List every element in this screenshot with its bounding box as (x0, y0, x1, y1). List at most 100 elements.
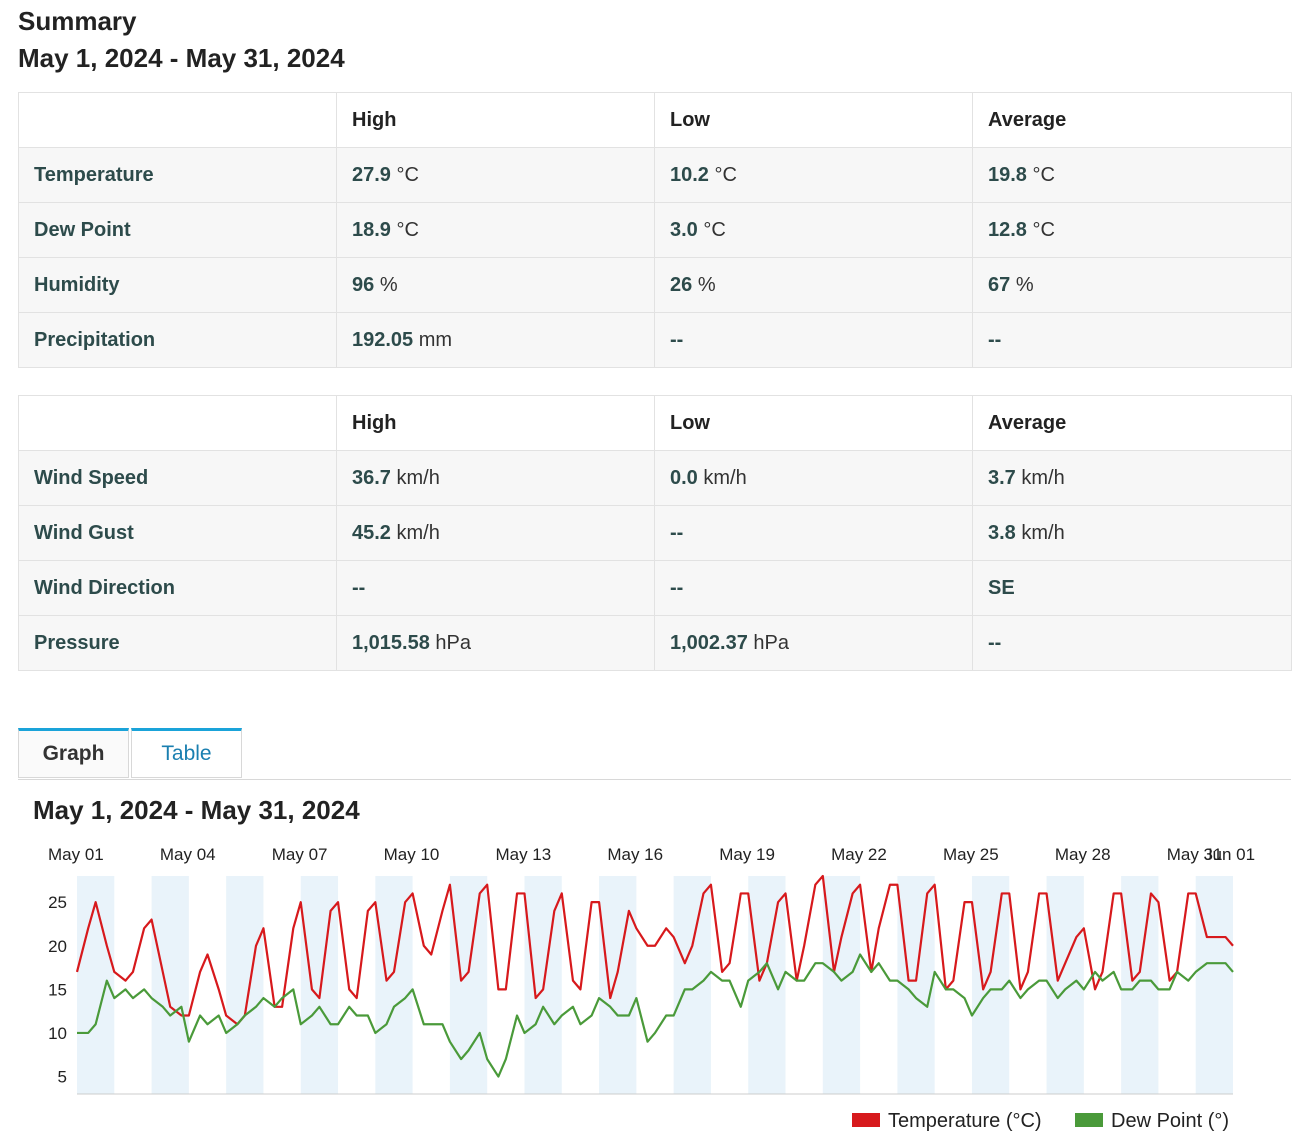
day-band (822, 876, 861, 1094)
cell-value: 1,015.58 (352, 631, 430, 654)
cell-avg: 3.7 km/h (972, 450, 1292, 506)
x-tick-label: May 04 (160, 845, 216, 864)
cell-avg: -- (972, 312, 1292, 368)
cell-value: 96 (352, 273, 375, 296)
y-tick-label: 15 (48, 980, 67, 999)
row-label: Pressure (18, 615, 337, 671)
cell-value: 19.8 (988, 163, 1027, 186)
day-band (599, 876, 637, 1094)
legend-label-dew-point: Dew Point (°) (1111, 1110, 1229, 1132)
row-label: Temperature (18, 147, 337, 203)
legend-swatch-dew-point (1075, 1113, 1103, 1127)
cell-unit: °C (1032, 218, 1055, 241)
cell-low: -- (654, 312, 973, 368)
cell-value: 10.2 (670, 163, 709, 186)
cell-unit: % (697, 273, 716, 296)
cell-avg: SE (972, 560, 1292, 616)
cell-avg: 12.8 °C (972, 202, 1292, 258)
cell-low: -- (654, 560, 973, 616)
day-band (673, 876, 711, 1094)
cell-high: 1,015.58 hPa (336, 615, 655, 671)
cell-value: 1,002.37 (670, 631, 748, 654)
view-tabs: Graph Table (18, 728, 1291, 780)
cell-value: 67 (988, 273, 1011, 296)
x-tick-label: Jun 01 (1204, 845, 1255, 864)
cell-value: 3.7 (988, 466, 1016, 489)
cell-low: 3.0 °C (654, 202, 973, 258)
tab-table[interactable]: Table (131, 728, 242, 778)
table-row: Precipitation 192.05 mm -- -- (18, 312, 1292, 368)
page-title: Summary (18, 6, 137, 36)
cell-value: 26 (670, 273, 693, 296)
table-row: Pressure 1,015.58 hPa 1,002.37 hPa -- (18, 615, 1292, 671)
cell-unit: °C (703, 218, 726, 241)
day-band (1195, 876, 1233, 1094)
x-tick-label: May 01 (48, 845, 104, 864)
cell-value: -- (670, 328, 684, 351)
x-tick-label: May 19 (719, 845, 775, 864)
cell-value: -- (988, 328, 1002, 351)
header-empty (18, 395, 337, 451)
row-label: Wind Speed (18, 450, 337, 506)
cell-unit: hPa (435, 631, 472, 654)
cell-value: 192.05 (352, 328, 414, 351)
day-band (971, 876, 1010, 1094)
x-tick-label: May 28 (1055, 845, 1111, 864)
header-average: Average (972, 395, 1292, 451)
cell-value: -- (988, 631, 1002, 654)
header-high: High (336, 92, 655, 148)
header-low: Low (654, 92, 973, 148)
cell-unit: °C (396, 163, 419, 186)
day-band (226, 876, 264, 1094)
table-row: Wind Gust 45.2 km/h -- 3.8 km/h (18, 505, 1292, 561)
x-tick-label: May 07 (272, 845, 328, 864)
x-tick-label: May 13 (495, 845, 551, 864)
header-empty (18, 92, 337, 148)
cell-unit: °C (714, 163, 737, 186)
cell-unit: % (379, 273, 398, 296)
y-tick-label: 5 (58, 1068, 67, 1087)
cell-value: 3.0 (670, 218, 698, 241)
cell-high: 192.05 mm (336, 312, 655, 368)
day-band (1121, 876, 1159, 1094)
weather-line-chart: 5 10 15 20 25 May 01 May 04 May 07 May 10 May 13 M… (48, 845, 1255, 1132)
summary-table-wind: High Low Average Wind Speed 36.7 km/h 0.0 … (18, 395, 1292, 671)
cell-low: -- (654, 505, 973, 561)
cell-value: 27.9 (352, 163, 391, 186)
y-tick-label: 25 (48, 893, 67, 912)
legend-swatch-temperature (852, 1113, 880, 1127)
cell-unit: km/h (396, 521, 440, 544)
cell-low: 0.0 km/h (654, 450, 973, 506)
day-band (151, 876, 189, 1094)
cell-value: 12.8 (988, 218, 1027, 241)
x-tick-label: May 16 (607, 845, 663, 864)
row-label: Dew Point (18, 202, 337, 258)
row-label: Precipitation (18, 312, 337, 368)
day-band (300, 876, 339, 1094)
cell-high: 27.9 °C (336, 147, 655, 203)
day-band (1046, 876, 1084, 1094)
summary-table-temperature: High Low Average Temperature 27.9 °C 10.2 … (18, 92, 1292, 368)
cell-high: 96 % (336, 257, 655, 313)
table-row: Wind Direction -- -- SE (18, 560, 1292, 616)
cell-high: 36.7 km/h (336, 450, 655, 506)
x-tick-label: May 22 (831, 845, 887, 864)
cell-value: SE (988, 576, 1015, 599)
day-band (449, 876, 488, 1094)
row-label: Wind Gust (18, 505, 337, 561)
cell-unit: °C (1032, 163, 1055, 186)
cell-avg: 3.8 km/h (972, 505, 1292, 561)
cell-unit: % (1015, 273, 1034, 296)
table-header-row: High Low Average (18, 92, 1292, 148)
cell-value: 36.7 (352, 466, 391, 489)
cell-unit: km/h (1021, 521, 1065, 544)
table-row: Dew Point 18.9 °C 3.0 °C 12.8 °C (18, 202, 1292, 258)
y-tick-label: 10 (48, 1024, 67, 1043)
cell-value: -- (352, 576, 366, 599)
cell-unit: mm (418, 328, 453, 351)
cell-value: 18.9 (352, 218, 391, 241)
tab-graph[interactable]: Graph (18, 728, 129, 778)
summary-date-range: May 1, 2024 - May 31, 2024 (18, 43, 345, 73)
header-average: Average (972, 92, 1292, 148)
cell-unit: km/h (1021, 466, 1065, 489)
